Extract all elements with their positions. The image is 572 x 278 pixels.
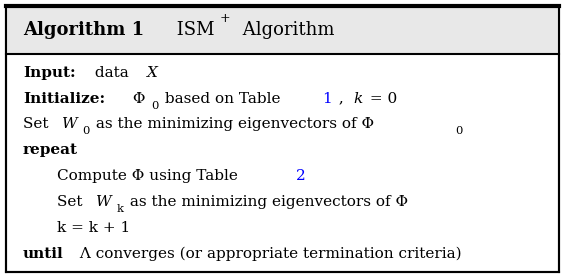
Text: ISM: ISM: [171, 21, 214, 39]
Text: k = k + 1: k = k + 1: [57, 221, 130, 235]
Text: W: W: [96, 195, 112, 209]
Text: X: X: [146, 66, 157, 80]
Text: based on Table: based on Table: [160, 92, 286, 106]
Text: data: data: [90, 66, 134, 80]
Text: Algorithm 1: Algorithm 1: [23, 21, 144, 39]
Text: Initialize:: Initialize:: [23, 92, 105, 106]
Text: 0: 0: [456, 126, 463, 136]
Text: Set: Set: [23, 118, 53, 131]
Text: repeat: repeat: [23, 143, 78, 157]
FancyBboxPatch shape: [6, 6, 559, 272]
Text: 1: 1: [321, 92, 331, 106]
Text: +: +: [220, 12, 230, 25]
Text: as the minimizing eigenvectors of Φ: as the minimizing eigenvectors of Φ: [125, 195, 408, 209]
Text: Algorithm: Algorithm: [237, 21, 334, 39]
Text: Φ: Φ: [129, 92, 146, 106]
Text: Λ converges (or appropriate termination criteria): Λ converges (or appropriate termination …: [76, 247, 462, 261]
Text: Set: Set: [57, 195, 88, 209]
Text: until: until: [23, 247, 63, 261]
Text: W: W: [62, 118, 77, 131]
Text: 2: 2: [296, 169, 305, 183]
Text: = 0: = 0: [365, 92, 397, 106]
Text: 0: 0: [82, 126, 89, 136]
Text: 0: 0: [151, 101, 158, 111]
FancyBboxPatch shape: [6, 6, 559, 54]
Text: k: k: [116, 204, 123, 214]
Text: as the minimizing eigenvectors of Φ: as the minimizing eigenvectors of Φ: [92, 118, 375, 131]
Text: ,: ,: [334, 92, 349, 106]
Text: k: k: [353, 92, 362, 106]
Text: Input:: Input:: [23, 66, 76, 80]
Text: Compute Φ using Table: Compute Φ using Table: [57, 169, 243, 183]
